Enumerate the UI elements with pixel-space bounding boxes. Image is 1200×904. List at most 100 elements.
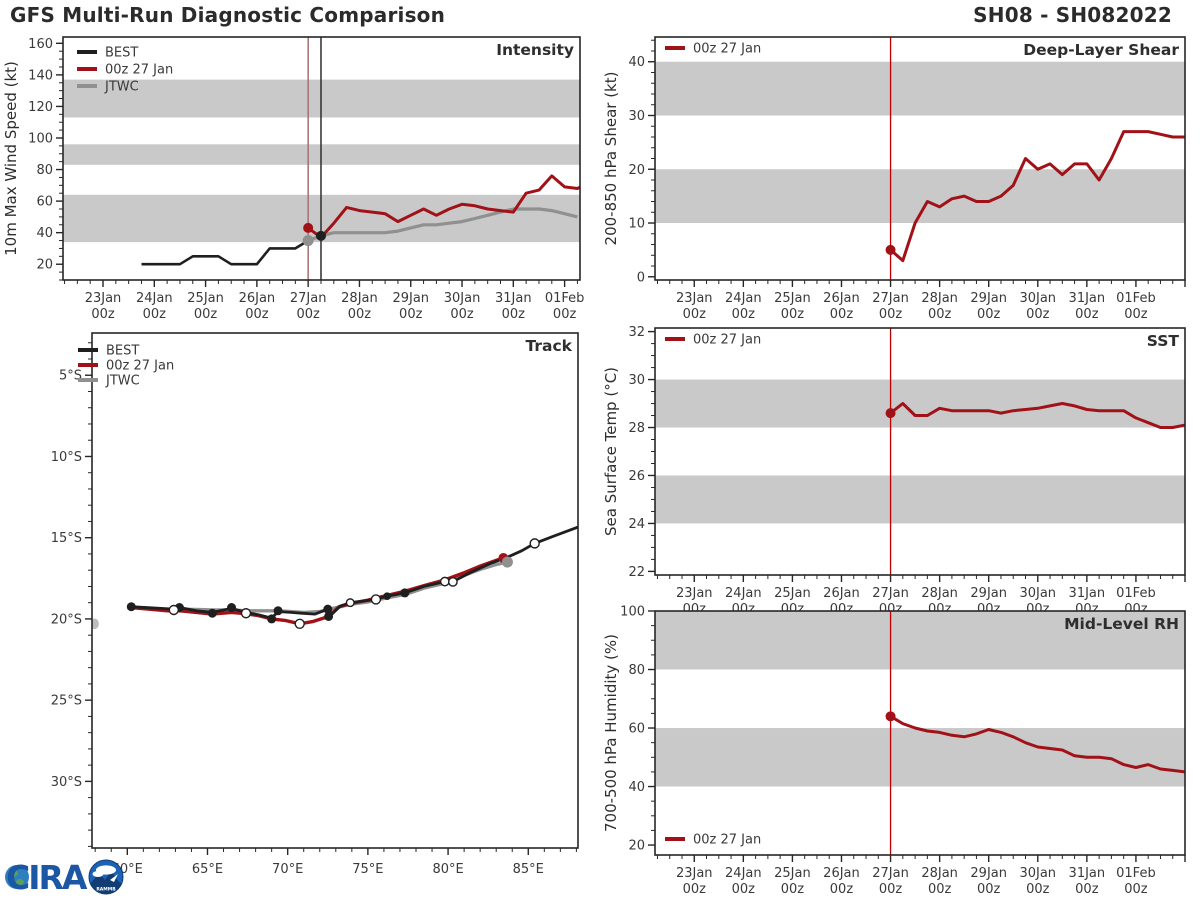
series-best-line: [141, 234, 322, 266]
rammb-badge-icon: RAMMB: [88, 859, 124, 895]
x-tick-label: 00z: [830, 882, 854, 897]
globe-continent: [16, 879, 24, 885]
rh-chart: 23Jan00z24Jan00z25Jan00z26Jan00z27Jan00z…: [602, 605, 1186, 897]
x-tick-label: 27Jan: [872, 291, 909, 306]
x-tick-label: 00z: [683, 882, 707, 897]
track-point-marker: [323, 604, 333, 614]
x-tick-label: 00z: [977, 882, 1001, 897]
y-tick-label: 60: [628, 722, 645, 737]
x-tick-label: 70°E: [272, 862, 303, 877]
y-tick-label: 10°S: [51, 450, 82, 465]
x-tick-label: 01Feb: [545, 291, 585, 306]
legend-label-00z-27-jan: 00z 27 Jan: [105, 63, 173, 78]
x-tick-label: 28Jan: [921, 291, 958, 306]
y-tick-label: 20: [36, 258, 53, 273]
x-tick-label: 00z: [683, 307, 707, 322]
series-00z-27-jan-line: [889, 715, 1185, 774]
series-jtwc-line: [307, 207, 578, 243]
x-tick-label: 29Jan: [970, 291, 1007, 306]
track-point-marker: [324, 611, 334, 621]
intensity-chart: 23Jan00z24Jan00z25Jan00z26Jan00z27Jan00z…: [2, 36, 585, 322]
track-point-marker: [315, 230, 326, 241]
track-point-marker: [302, 235, 314, 247]
x-tick-label: 00z: [450, 307, 474, 322]
y-tick-label: 20: [628, 163, 645, 178]
x-tick-label: 00z: [732, 307, 756, 322]
x-tick-label: 29Jan: [970, 866, 1007, 881]
x-tick-label: 00z: [1124, 882, 1148, 897]
legend-label-best: BEST: [106, 344, 139, 359]
x-tick-label: 27Jan: [872, 866, 909, 881]
x-tick-label: 00z: [1075, 882, 1099, 897]
category-band: [655, 611, 1185, 670]
track-point-marker: [126, 602, 136, 612]
track-point-marker: [400, 588, 410, 598]
x-tick-label: 80°E: [432, 862, 463, 877]
x-tick-label: 24Jan: [725, 586, 762, 601]
category-band: [655, 379, 1185, 428]
track-point-marker: [885, 244, 896, 255]
y-tick-label: 22: [628, 565, 645, 580]
x-tick-label: 00z: [143, 307, 167, 322]
y-tick-label: 0: [637, 270, 645, 285]
track-point-marker: [885, 711, 896, 722]
x-tick-label: 30Jan: [1019, 586, 1056, 601]
x-tick-label: 00z: [245, 307, 269, 322]
sst-chart: 23Jan00z24Jan00z25Jan00z26Jan00z27Jan00z…: [602, 325, 1186, 617]
y-tick-label: 100: [28, 131, 53, 146]
track-point-marker: [273, 606, 283, 616]
cira-wordmark: CIRA: [6, 858, 88, 897]
deep-layer-shear-panel: 23Jan 00z 24Jan 00z 25Jan 00z 26Jan 00z 27Jan 00z…: [600, 25, 1200, 325]
legend: 00z 27 Jan: [665, 42, 761, 57]
island-shape: [92, 618, 99, 630]
cira-rammb-logo: CIRA RAMMB: [5, 858, 124, 897]
y-tick-label: 120: [28, 100, 53, 115]
x-tick-label: 23Jan: [85, 291, 122, 306]
x-tick-label: 25Jan: [774, 291, 811, 306]
x-tick-label: 00z: [1026, 307, 1050, 322]
y-tick-label: 20°S: [51, 612, 82, 627]
x-tick-label: 01Feb: [1116, 586, 1156, 601]
y-axis-label-rh: 700-500 hPa Humidity (%): [602, 634, 620, 832]
track-panel: 60°E 65°E 70°E 75°E 80°E 85°E 5°S 10°S 15°S 20°S 2…: [0, 325, 600, 900]
track-point-marker: [370, 594, 382, 605]
y-tick-label: 100: [620, 605, 645, 620]
series-00z-27-jan-line: [889, 130, 1185, 263]
category-band: [655, 61, 1185, 116]
x-tick-label: 26Jan: [823, 866, 860, 881]
x-tick-label: 00z: [296, 307, 320, 322]
series-00z-27-jan-line: [307, 174, 580, 239]
x-tick-label: 85°E: [513, 862, 544, 877]
storm-id-title: SH08 - SH082022: [973, 3, 1172, 27]
panel-title-shear: Deep-Layer Shear: [1023, 41, 1179, 59]
track-point-marker: [240, 608, 252, 619]
x-tick-label: 23Jan: [676, 291, 713, 306]
y-tick-label: 30°S: [51, 775, 82, 790]
y-tick-label: 26: [628, 469, 645, 484]
x-tick-label: 00z: [732, 882, 756, 897]
legend-label-00z-27-jan: 00z 27 Jan: [693, 333, 761, 348]
plot-background: [655, 328, 1185, 575]
x-tick-label: 00z: [879, 307, 903, 322]
track-point-marker: [345, 598, 355, 608]
y-tick-label: 40: [36, 226, 53, 241]
y-tick-label: 30: [628, 373, 645, 388]
plot-frame: [91, 332, 579, 849]
x-tick-label: 31Jan: [495, 291, 532, 306]
x-tick-label: 31Jan: [1069, 586, 1106, 601]
x-tick-label: 00z: [1026, 882, 1050, 897]
x-tick-label: 23Jan: [676, 586, 713, 601]
intensity-panel: 23Jan 00z 24Jan 00z 25Jan 00z 26Jan 00z 27Jan 00z…: [0, 25, 600, 325]
y-tick-label: 10: [628, 217, 645, 232]
x-tick-label: 30Jan: [444, 291, 481, 306]
sst-panel: 23Jan 00z 24Jan 00z 25Jan 00z 26Jan 00z 27Jan 00z…: [600, 316, 1200, 617]
y-tick-label: 24: [628, 517, 645, 532]
legend: 00z 27 Jan: [665, 333, 761, 348]
x-tick-label: 31Jan: [1069, 866, 1106, 881]
track-point-marker: [168, 604, 180, 616]
track-point-marker: [529, 538, 540, 549]
legend-label-jtwc: JTWC: [104, 80, 139, 95]
